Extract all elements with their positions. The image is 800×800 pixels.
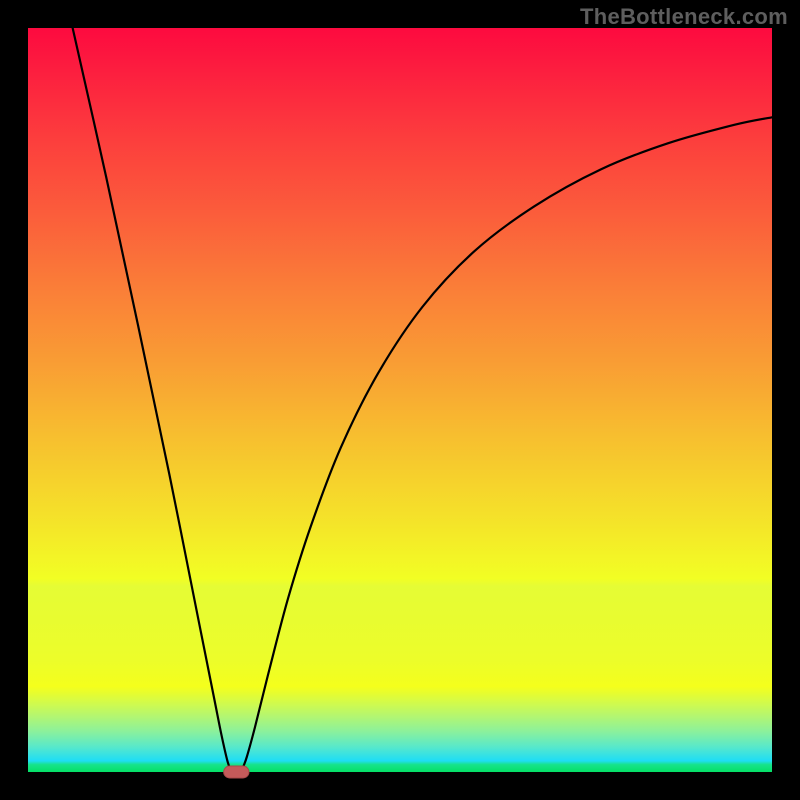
cusp-marker <box>224 766 249 778</box>
bottleneck-chart <box>0 0 800 800</box>
plot-area <box>28 28 772 772</box>
source-watermark: TheBottleneck.com <box>580 4 788 30</box>
chart-container: { "source_watermark": { "text": "TheBott… <box>0 0 800 800</box>
